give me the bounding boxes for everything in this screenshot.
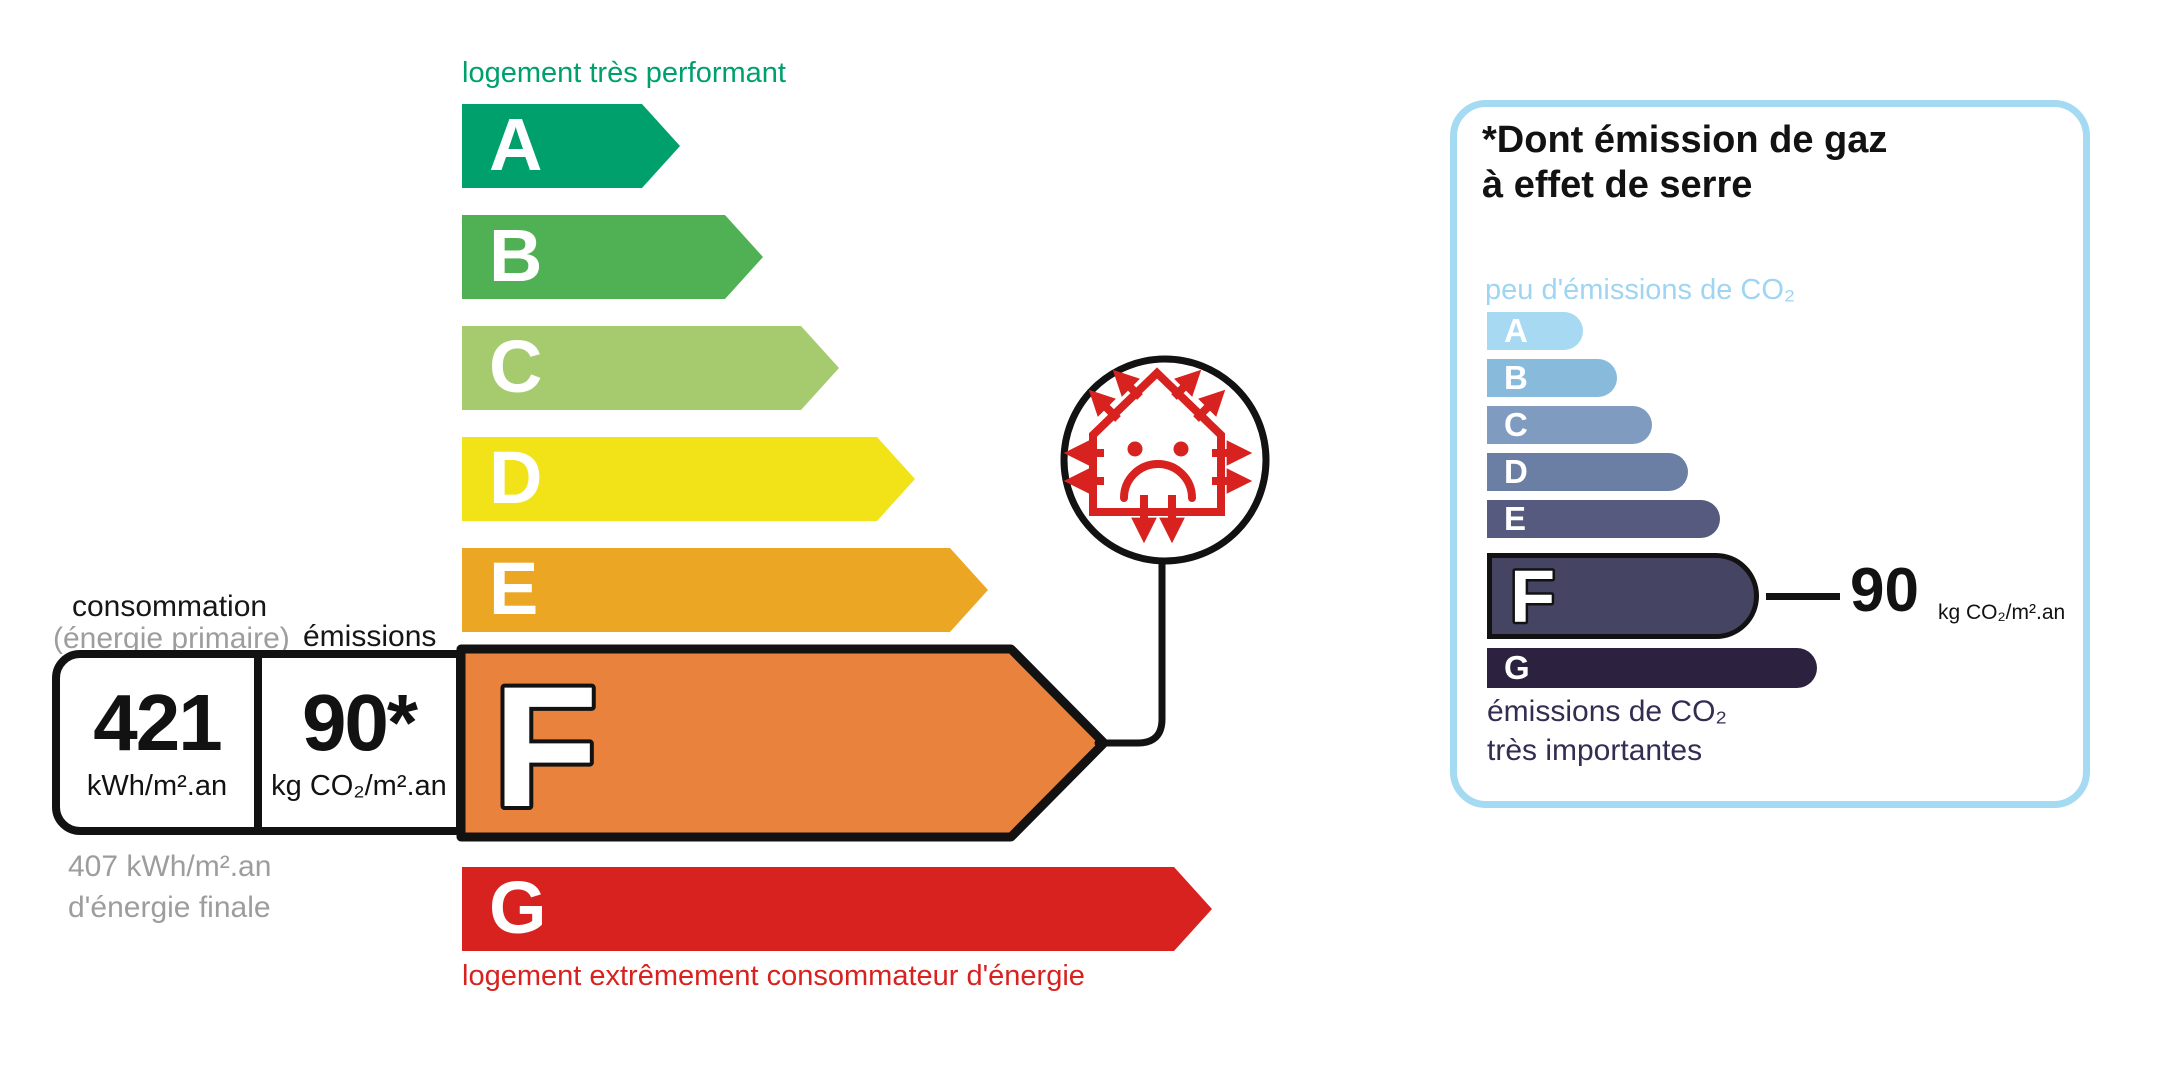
- energy-class-bar-b: B: [462, 215, 763, 299]
- co2-class-letter-f: F: [1510, 558, 1555, 634]
- co2-class-bar-e: E: [1487, 500, 1720, 538]
- co2-class-bar-c: C: [1487, 406, 1652, 444]
- energy-class-letter-g: G: [489, 866, 547, 949]
- primary-energy-cell: 421 kWh/m².an: [60, 658, 254, 827]
- selected-energy-class-arrow-f: F: [456, 644, 1109, 843]
- primary-energy-sublabel: (énergie primaire): [53, 622, 290, 655]
- top-performance-label: logement très performant: [462, 57, 786, 89]
- consumption-values-box: 421 kWh/m².an 90* kg CO₂/m².an: [52, 650, 464, 835]
- co2-scale-bottom-line1: émissions de CO₂: [1487, 695, 1728, 728]
- co2-panel-title: *Dont émission de gaz à effet de serre: [1482, 118, 1887, 208]
- co2-class-letter-e: E: [1504, 500, 1527, 537]
- co2-class-letter-a: A: [1504, 312, 1528, 349]
- co2-selected-letter-svg: F: [1508, 558, 1558, 634]
- energy-class-bar-d: D: [462, 437, 915, 521]
- final-energy-caption: d'énergie finale: [68, 891, 271, 924]
- bottom-performance-label: logement extrêmement consommateur d'éner…: [462, 960, 1085, 992]
- energy-class-bar-g: G: [462, 867, 1212, 951]
- co2-panel-value-unit: kg CO₂/m².an: [1938, 601, 2066, 624]
- co2-class-bar-a: A: [1487, 312, 1583, 350]
- energy-class-letter-a: A: [489, 103, 543, 186]
- co2-emissions-value: 90*: [301, 677, 418, 767]
- co2-class-bar-d: D: [1487, 453, 1688, 491]
- energy-class-bar-e: E: [462, 548, 988, 632]
- co2-scale-bottom-line2: très importantes: [1487, 734, 1703, 767]
- final-energy-note: 407 kWh/m².an d'énergie finale: [68, 846, 271, 928]
- final-energy-value: 407 kWh/m².an: [68, 850, 272, 883]
- co2-class-letter-c: C: [1504, 406, 1528, 443]
- co2-emissions-cell: 90* kg CO₂/m².an: [262, 658, 456, 827]
- co2-scale-bottom-label: émissions de CO₂ très importantes: [1487, 692, 1727, 770]
- co2-class-letter-g: G: [1504, 649, 1530, 686]
- primary-energy-unit: kWh/m².an: [86, 769, 228, 802]
- co2-class-bar-b: B: [1487, 359, 1617, 397]
- connector-line: [1094, 557, 1166, 747]
- primary-energy-value: 421: [93, 677, 222, 767]
- co2-panel-value: 90: [1850, 556, 1919, 625]
- co2-scale-top-label: peu d'émissions de CO₂: [1485, 274, 1796, 306]
- emissions-label: émissions: [303, 620, 437, 653]
- selected-energy-class-letter-f: F: [493, 651, 598, 843]
- co2-class-letter-d: D: [1504, 453, 1528, 490]
- energy-class-letter-c: C: [489, 325, 543, 408]
- sad-house-glyph: [1063, 367, 1253, 544]
- left-eye: [1127, 441, 1143, 457]
- consumption-label: consommation: [72, 590, 268, 623]
- co2-emissions-unit: kg CO₂/m².an: [271, 769, 447, 802]
- energy-class-letter-e: E: [489, 547, 539, 630]
- right-eye: [1173, 441, 1189, 457]
- co2-panel-title-line1: *Dont émission de gaz: [1482, 119, 1888, 161]
- box-divider: [254, 658, 262, 827]
- energy-class-bar-a: A: [462, 104, 680, 188]
- sad-house-energy-loss-icon: [1060, 355, 1270, 747]
- energy-class-letter-b: B: [489, 214, 543, 297]
- co2-class-letter-b: B: [1504, 359, 1528, 396]
- co2-class-bar-g: G: [1487, 648, 1817, 688]
- energy-class-letter-d: D: [489, 436, 543, 519]
- energy-class-bar-c: C: [462, 326, 839, 410]
- co2-value-connector-line: [1766, 593, 1840, 600]
- co2-panel-title-line2: à effet de serre: [1482, 164, 1753, 206]
- co2-selected-class-bar-f: F: [1487, 553, 1759, 639]
